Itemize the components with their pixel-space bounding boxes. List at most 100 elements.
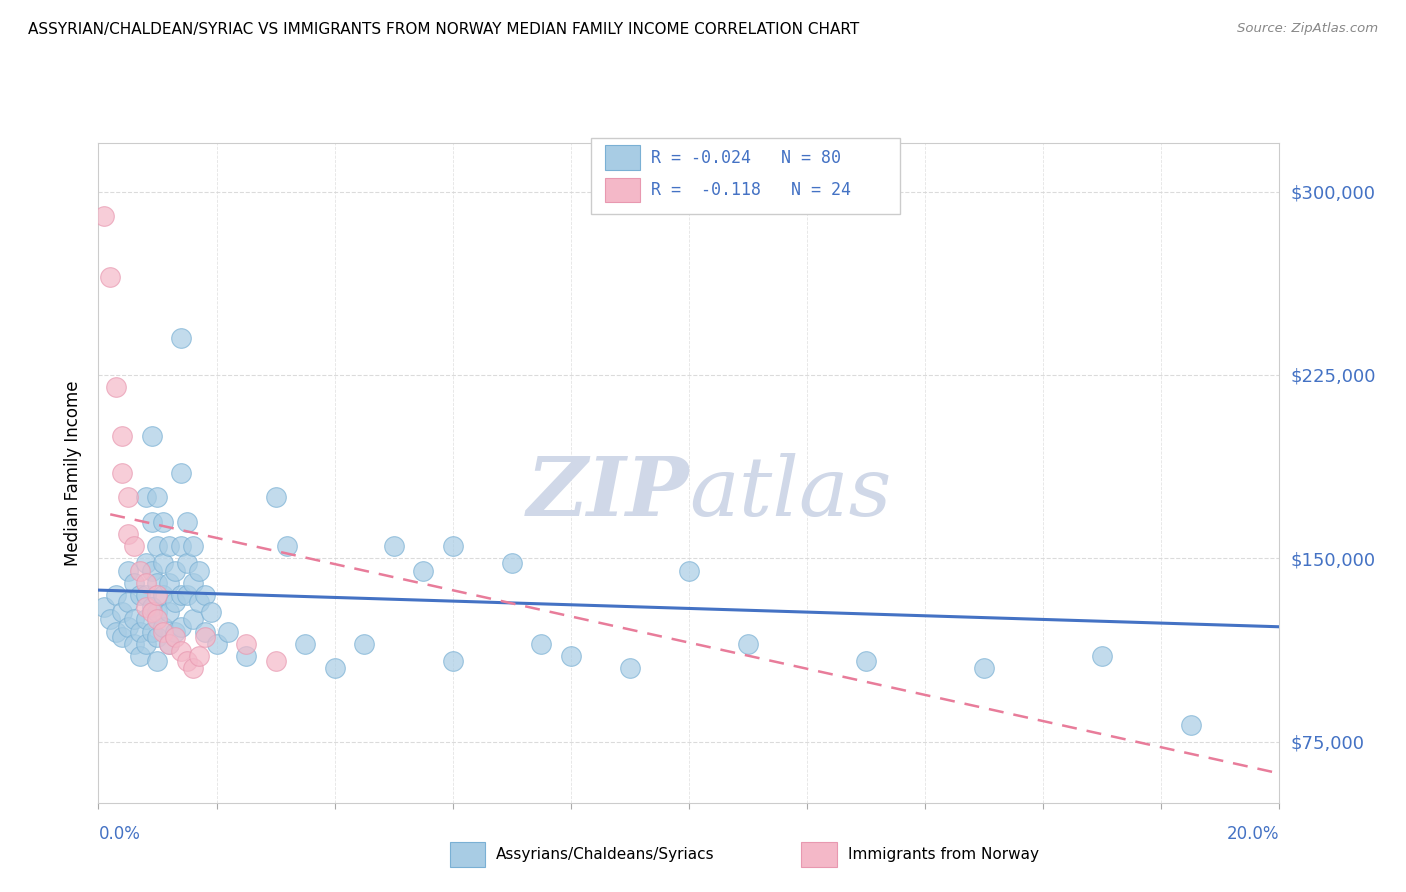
Point [117, 595, 139, 609]
Point [122, 539, 145, 553]
Point [187, 595, 209, 609]
Point [122, 575, 145, 590]
Point [152, 624, 174, 639]
Point [122, 637, 145, 651]
Text: 20.0%: 20.0% [1227, 825, 1279, 843]
Point [105, 588, 128, 602]
Point [276, 539, 298, 553]
Point [217, 624, 239, 639]
Point [412, 564, 434, 578]
Point [165, 595, 187, 609]
Point [1180, 717, 1202, 731]
Point [93, 600, 115, 615]
Text: R =  -0.118   N = 24: R = -0.118 N = 24 [651, 181, 851, 199]
Point [176, 556, 198, 570]
Point [98, 270, 121, 285]
Point [152, 620, 174, 634]
Point [181, 612, 204, 626]
Point [264, 490, 287, 504]
Point [165, 564, 187, 578]
Point [353, 637, 375, 651]
Point [678, 564, 700, 578]
Point [170, 466, 193, 480]
Point [194, 630, 217, 644]
Point [135, 556, 157, 570]
Y-axis label: Median Family Income: Median Family Income [63, 380, 82, 566]
Point [441, 654, 464, 668]
Point [146, 630, 169, 644]
Point [176, 515, 198, 529]
Text: Immigrants from Norway: Immigrants from Norway [848, 847, 1039, 862]
Point [264, 654, 287, 668]
Point [560, 649, 582, 664]
Point [117, 564, 139, 578]
Point [128, 588, 150, 602]
Point [235, 637, 257, 651]
Point [1091, 649, 1114, 664]
Text: atlas: atlas [689, 452, 891, 533]
Point [135, 637, 157, 651]
Point [200, 605, 222, 619]
Point [141, 515, 163, 529]
Point [111, 429, 134, 443]
Text: 0.0%: 0.0% [98, 825, 141, 843]
Point [157, 575, 180, 590]
Point [146, 575, 169, 590]
Point [181, 539, 204, 553]
Text: Source: ZipAtlas.com: Source: ZipAtlas.com [1237, 22, 1378, 36]
Point [93, 209, 115, 223]
Point [152, 515, 174, 529]
Point [187, 564, 209, 578]
Point [323, 661, 346, 675]
Point [176, 588, 198, 602]
Point [128, 624, 150, 639]
Point [205, 637, 228, 651]
Point [157, 539, 180, 553]
Point [122, 612, 145, 626]
Point [135, 575, 157, 590]
Point [111, 630, 134, 644]
Point [165, 630, 187, 644]
Point [619, 661, 641, 675]
Point [152, 556, 174, 570]
Point [973, 661, 995, 675]
Point [135, 600, 157, 615]
Point [187, 649, 209, 664]
Point [135, 490, 157, 504]
Point [117, 620, 139, 634]
Point [157, 605, 180, 619]
Point [141, 605, 163, 619]
Point [194, 624, 217, 639]
Point [235, 649, 257, 664]
Point [181, 575, 204, 590]
Point [141, 600, 163, 615]
Point [157, 637, 180, 651]
Text: ZIP: ZIP [526, 452, 689, 533]
Point [117, 527, 139, 541]
Point [146, 588, 169, 602]
Point [441, 539, 464, 553]
Point [105, 380, 128, 394]
Point [170, 620, 193, 634]
Point [128, 649, 150, 664]
Point [170, 644, 193, 658]
Point [181, 661, 204, 675]
Point [105, 624, 128, 639]
Point [141, 624, 163, 639]
Text: ASSYRIAN/CHALDEAN/SYRIAC VS IMMIGRANTS FROM NORWAY MEDIAN FAMILY INCOME CORRELAT: ASSYRIAN/CHALDEAN/SYRIAC VS IMMIGRANTS F… [28, 22, 859, 37]
Point [135, 612, 157, 626]
Point [146, 539, 169, 553]
Point [170, 331, 193, 345]
Point [111, 466, 134, 480]
Point [294, 637, 316, 651]
Point [152, 588, 174, 602]
Point [141, 564, 163, 578]
Point [194, 588, 217, 602]
Point [146, 490, 169, 504]
Point [111, 605, 134, 619]
Point [146, 654, 169, 668]
Point [737, 637, 759, 651]
Text: Assyrians/Chaldeans/Syriacs: Assyrians/Chaldeans/Syriacs [496, 847, 714, 862]
Point [117, 490, 139, 504]
Point [98, 612, 121, 626]
